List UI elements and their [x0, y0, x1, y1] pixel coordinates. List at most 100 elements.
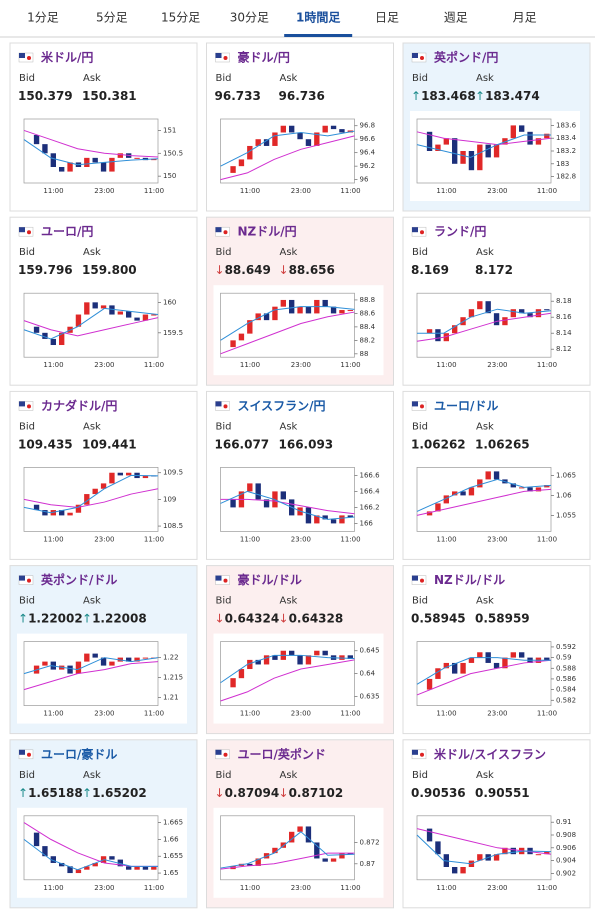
- tab[interactable]: 週足: [444, 11, 468, 25]
- x-tick-label: 11:00: [144, 187, 164, 195]
- card[interactable]: ユーロ/円 Bid Ask 159.796 159.800 160 159.5 11:00 23…: [9, 216, 198, 386]
- price-arrow: ↑: [18, 611, 28, 625]
- card[interactable]: 米ドル/スイスフラン Bid Ask 0.90536 0.90551 0.91 0.908 0…: [402, 739, 591, 909]
- tab[interactable]: 日足: [375, 11, 399, 25]
- price-value: 0.90551: [475, 785, 530, 799]
- price: ↑1.22008: [82, 611, 147, 625]
- plot-frame: [220, 815, 355, 881]
- y-tick-label: 0.592: [556, 643, 576, 651]
- pair-title: NZドル/ドル: [434, 573, 505, 587]
- price-value: 96.736: [279, 89, 325, 103]
- candle: [272, 306, 278, 321]
- candle: [109, 472, 115, 484]
- candle: [100, 483, 107, 489]
- candle: [305, 826, 312, 843]
- card[interactable]: 米ドル/円 Bid Ask 150.379 150.381 151 150.5 150 11:0…: [9, 42, 198, 212]
- candle: [33, 135, 40, 145]
- flag-part: [420, 230, 424, 235]
- candle: [493, 471, 500, 480]
- ask-label: Ask: [280, 73, 298, 84]
- flag-part: [19, 53, 25, 58]
- candle: [510, 125, 516, 139]
- tab[interactable]: 月足: [513, 11, 537, 25]
- flag-part: [412, 227, 418, 233]
- x-tick-label: 23:00: [487, 884, 507, 892]
- plot-frame: [23, 292, 159, 358]
- card[interactable]: NZドル/ドル Bid Ask 0.58945 0.58959 0.592 0.59 0.58…: [402, 565, 591, 735]
- tab[interactable]: 30分足: [230, 11, 269, 25]
- x-tick-label: 11:00: [43, 884, 63, 892]
- candle: [544, 133, 550, 139]
- card[interactable]: ユーロ/ドル Bid Ask 1.06262 1.06265 1.065 1.06 1.055…: [402, 390, 591, 560]
- candle: [493, 144, 500, 158]
- y-tick-label: 96.8: [360, 122, 376, 130]
- flag-part: [215, 575, 222, 581]
- card[interactable]: 豪ドル/円 Bid Ask 96.733 96.736 96.8 96.6 96.4 96.2 9…: [206, 42, 394, 212]
- candle: [100, 657, 107, 666]
- chart-box: [17, 633, 187, 724]
- candle: [477, 652, 483, 658]
- ask-label: Ask: [280, 596, 298, 607]
- tab[interactable]: 1分足: [27, 11, 59, 25]
- tab[interactable]: 1時間足: [296, 10, 340, 25]
- candle: [460, 491, 466, 496]
- plot-frame: [220, 118, 355, 184]
- x-tick-label: 11:00: [144, 361, 164, 369]
- candle: [544, 309, 550, 311]
- x-tick-label: 11:00: [144, 710, 164, 718]
- candle: [535, 138, 542, 145]
- ma-long-line: [23, 317, 159, 337]
- candle: [519, 125, 525, 132]
- y-tick-label: 0.904: [556, 857, 577, 865]
- candle: [443, 495, 449, 504]
- candle: [435, 503, 441, 512]
- price: ↑183.474: [475, 89, 540, 103]
- candle: [84, 494, 90, 505]
- x-tick-label: 23:00: [94, 710, 114, 718]
- ma-long-line: [220, 852, 355, 870]
- price-value: 1.65202: [92, 785, 147, 799]
- flag-part: [223, 230, 228, 235]
- card[interactable]: ランド/円 Bid Ask 8.169 8.172 8.18 8.16 8.14 8.12 11:…: [402, 216, 591, 386]
- pair-title: カナダドル/円: [41, 398, 117, 413]
- card[interactable]: カナダドル/円 Bid Ask 109.435 109.441 109.5 109 108.5…: [9, 390, 198, 560]
- chart-box: [213, 633, 384, 724]
- candle: [297, 826, 303, 832]
- candle: [460, 867, 466, 874]
- candle: [67, 512, 73, 516]
- candle: [460, 151, 466, 164]
- ma-short-line: [23, 657, 159, 675]
- pair-title: 米ドル/円: [41, 50, 93, 65]
- candle: [477, 144, 483, 171]
- candle: [33, 326, 40, 333]
- x-tick-label: 11:00: [340, 884, 360, 892]
- bid-label: Bid: [216, 596, 232, 607]
- candle: [452, 867, 458, 874]
- tab[interactable]: 5分足: [96, 11, 128, 25]
- candle: [502, 317, 508, 326]
- candle: [59, 167, 65, 172]
- candle: [92, 157, 98, 163]
- tab[interactable]: 15分足: [161, 11, 200, 25]
- candle: [544, 851, 550, 855]
- candle: [477, 854, 483, 861]
- y-tick-label: 8.14: [556, 329, 572, 337]
- candle: [117, 859, 123, 867]
- pair-title: ランド/円: [434, 225, 486, 239]
- plot-frame: [23, 815, 159, 881]
- price: ↓0.87094: [215, 785, 280, 799]
- price: ↓0.64324: [215, 611, 280, 625]
- price-value: 0.87102: [289, 785, 344, 799]
- price: 159.796: [18, 263, 73, 277]
- price-value: 1.22008: [92, 611, 147, 625]
- card[interactable]: スイスフラン/円 Bid Ask 166.077 166.093 166.6 166.4 16…: [206, 390, 394, 560]
- plot-frame: [416, 641, 552, 706]
- y-tick-label: 0.902: [556, 869, 576, 877]
- candle: [134, 657, 140, 662]
